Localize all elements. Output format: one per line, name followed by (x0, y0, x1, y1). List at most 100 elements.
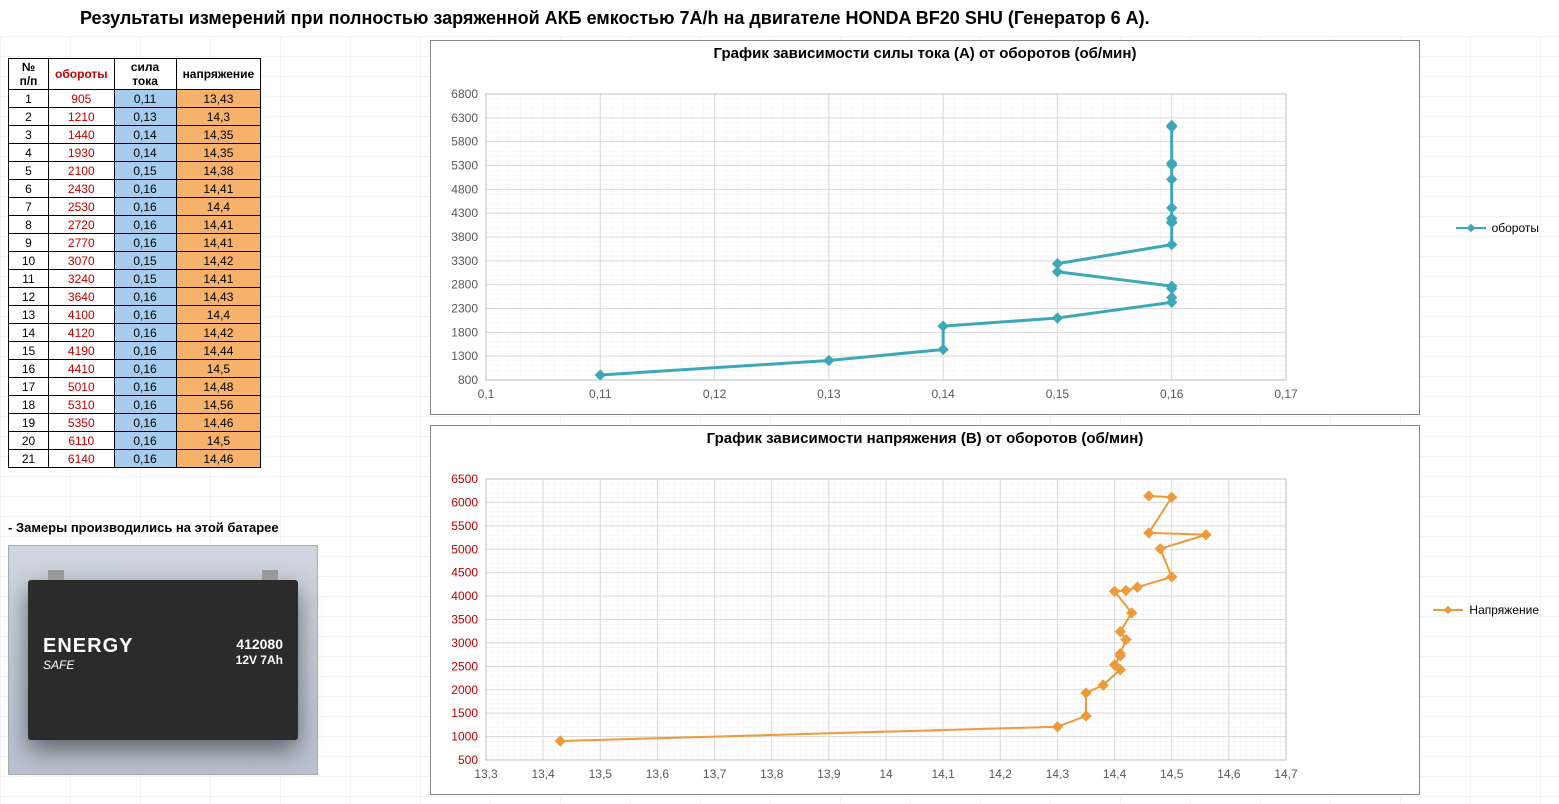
current-vs-rpm-chart: График зависимости силы тока (А) от обор… (430, 40, 1420, 415)
table-row: 927700,1614,41 (9, 234, 261, 252)
svg-text:4800: 4800 (451, 182, 478, 196)
table-cell: 14,41 (176, 216, 261, 234)
table-cell: 10 (9, 252, 49, 270)
svg-text:0,15: 0,15 (1046, 387, 1070, 401)
svg-text:0,16: 0,16 (1160, 387, 1184, 401)
svg-text:1800: 1800 (451, 325, 478, 339)
table-cell: 14,46 (176, 414, 261, 432)
svg-text:6000: 6000 (451, 495, 478, 509)
table-cell: 14,42 (176, 252, 261, 270)
table-cell: 3240 (49, 270, 115, 288)
table-cell: 0,16 (114, 360, 176, 378)
th-index: № п/п (9, 59, 49, 90)
svg-text:14,7: 14,7 (1274, 767, 1298, 781)
table-cell: 14,41 (176, 180, 261, 198)
table-cell: 14,5 (176, 432, 261, 450)
table-cell: 0,16 (114, 216, 176, 234)
table-cell: 0,15 (114, 162, 176, 180)
table-cell: 0,16 (114, 378, 176, 396)
table-cell: 1 (9, 90, 49, 108)
svg-text:14: 14 (879, 767, 893, 781)
table-cell: 4410 (49, 360, 115, 378)
measurements-table: № п/п обороты сила тока напряжение 19050… (8, 58, 261, 468)
chart2-legend-label: Напряжение (1469, 603, 1539, 617)
table-cell: 2 (9, 108, 49, 126)
svg-text:0,11: 0,11 (589, 387, 612, 401)
table-row: 212100,1314,3 (9, 108, 261, 126)
battery-rating: 12V 7Ah (236, 653, 283, 669)
svg-text:13,7: 13,7 (703, 767, 727, 781)
chart1-legend: обороты (1456, 221, 1539, 235)
table-cell: 5 (9, 162, 49, 180)
table-cell: 15 (9, 342, 49, 360)
svg-text:13,8: 13,8 (760, 767, 784, 781)
table-cell: 0,16 (114, 324, 176, 342)
svg-text:4000: 4000 (451, 589, 478, 603)
table-cell: 1930 (49, 144, 115, 162)
table-cell: 6140 (49, 450, 115, 468)
svg-text:6300: 6300 (451, 111, 478, 125)
table-cell: 11 (9, 270, 49, 288)
svg-text:2800: 2800 (451, 278, 478, 292)
svg-text:5800: 5800 (451, 135, 478, 149)
table-row: 1132400,1514,41 (9, 270, 261, 288)
table-cell: 0,16 (114, 288, 176, 306)
battery-brand: ENERGY (43, 635, 133, 658)
table-row: 1644100,1614,5 (9, 360, 261, 378)
table-cell: 14,46 (176, 450, 261, 468)
svg-text:14,2: 14,2 (989, 767, 1013, 781)
svg-text:0,1: 0,1 (478, 387, 495, 401)
table-cell: 0,16 (114, 396, 176, 414)
table-cell: 14,41 (176, 270, 261, 288)
svg-text:2000: 2000 (451, 683, 478, 697)
table-row: 19050,1113,43 (9, 90, 261, 108)
table-cell: 8 (9, 216, 49, 234)
th-current: сила тока (114, 59, 176, 90)
table-row: 1750100,1614,48 (9, 378, 261, 396)
table-row: 827200,1614,41 (9, 216, 261, 234)
svg-text:0,17: 0,17 (1274, 387, 1298, 401)
th-rpm: обороты (49, 59, 115, 90)
table-cell: 0,16 (114, 432, 176, 450)
table-row: 1541900,1614,44 (9, 342, 261, 360)
table-row: 725300,1614,4 (9, 198, 261, 216)
svg-text:3800: 3800 (451, 230, 478, 244)
svg-text:800: 800 (458, 373, 478, 387)
table-cell: 905 (49, 90, 115, 108)
table-cell: 17 (9, 378, 49, 396)
table-cell: 2530 (49, 198, 115, 216)
table-cell: 0,15 (114, 270, 176, 288)
table-cell: 0,14 (114, 144, 176, 162)
table-cell: 14,5 (176, 360, 261, 378)
table-cell: 16 (9, 360, 49, 378)
svg-text:6500: 6500 (451, 472, 478, 486)
chart1-title: График зависимости силы тока (А) от обор… (431, 41, 1419, 64)
svg-text:4300: 4300 (451, 206, 478, 220)
svg-text:5300: 5300 (451, 159, 478, 173)
table-cell: 2100 (49, 162, 115, 180)
svg-text:0,13: 0,13 (817, 387, 841, 401)
svg-text:3000: 3000 (451, 636, 478, 650)
table-row: 1853100,1614,56 (9, 396, 261, 414)
table-cell: 14 (9, 324, 49, 342)
table-cell: 14,3 (176, 108, 261, 126)
table-cell: 0,16 (114, 414, 176, 432)
table-cell: 14,48 (176, 378, 261, 396)
svg-text:2300: 2300 (451, 302, 478, 316)
chart1-legend-label: обороты (1492, 221, 1539, 235)
svg-text:6800: 6800 (451, 87, 478, 101)
chart2-legend: Напряжение (1433, 603, 1539, 617)
svg-text:1300: 1300 (451, 349, 478, 363)
table-cell: 2770 (49, 234, 115, 252)
table-cell: 20 (9, 432, 49, 450)
table-cell: 6 (9, 180, 49, 198)
table-cell: 0,16 (114, 450, 176, 468)
battery-caption: - Замеры производились на этой батарее (8, 520, 279, 535)
table-cell: 9 (9, 234, 49, 252)
svg-text:13,6: 13,6 (646, 767, 670, 781)
table-cell: 5310 (49, 396, 115, 414)
table-row: 1341000,1614,4 (9, 306, 261, 324)
table-cell: 14,38 (176, 162, 261, 180)
svg-text:500: 500 (458, 753, 478, 767)
table-cell: 4100 (49, 306, 115, 324)
